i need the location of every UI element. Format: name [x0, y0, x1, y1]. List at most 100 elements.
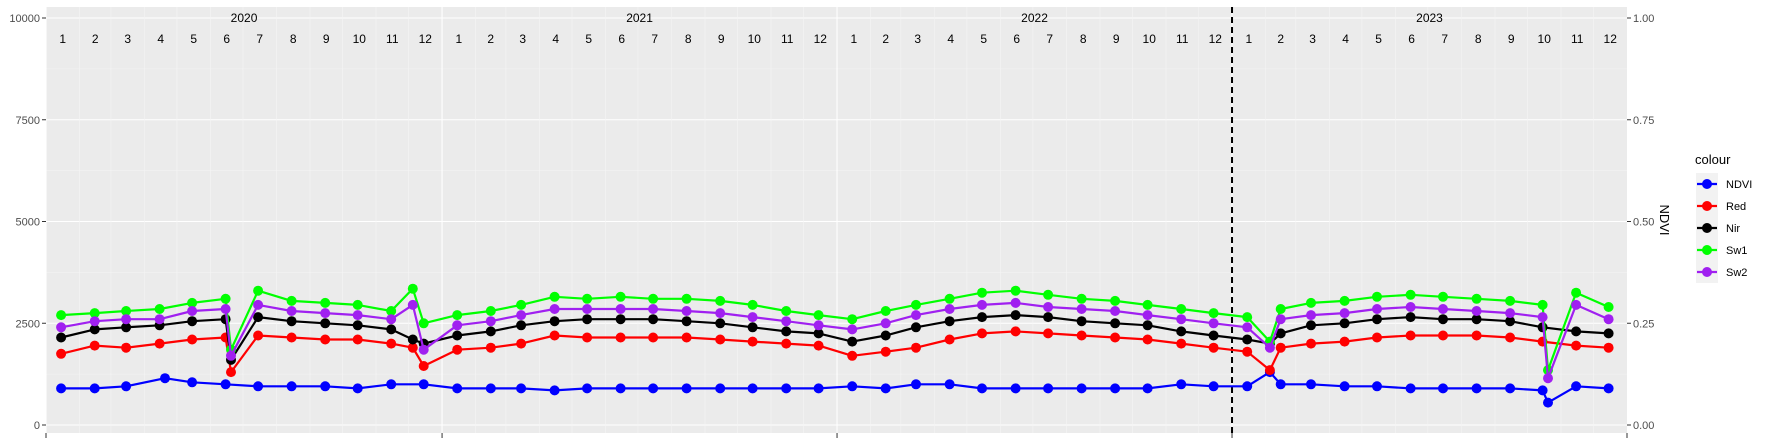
data-point-sw1 [1438, 291, 1448, 302]
data-point-ndvi [89, 383, 100, 394]
data-point-sw1 [407, 283, 418, 294]
data-point-ndvi [977, 383, 987, 394]
data-point-sw2 [320, 308, 331, 319]
left-axis-tick-label: 0 [34, 420, 40, 432]
data-point-ndvi [1306, 379, 1316, 390]
data-point-red [813, 340, 824, 351]
data-point-red [286, 332, 297, 343]
data-point-nir [286, 316, 297, 327]
data-point-ndvi [352, 383, 363, 394]
month-label: 3 [519, 32, 526, 46]
data-point-red [1505, 332, 1516, 343]
data-point-sw1 [187, 297, 198, 308]
data-point-ndvi [418, 379, 429, 390]
data-point-nir [1603, 328, 1614, 339]
data-point-ndvi [1076, 383, 1087, 394]
data-point-nir [452, 330, 463, 341]
month-label: 9 [1113, 32, 1120, 46]
data-point-sw2 [715, 308, 726, 319]
data-point-red [1372, 332, 1382, 343]
right-axis-tick-label: 0.50 [1633, 217, 1654, 229]
data-point-sw1 [452, 310, 463, 321]
data-point-sw1 [1339, 295, 1350, 306]
data-point-ndvi [1010, 383, 1021, 394]
data-point-sw1 [781, 306, 792, 316]
data-point-sw1 [1471, 293, 1482, 304]
data-point-red [56, 348, 67, 359]
data-point-ndvi [485, 383, 496, 394]
data-point-red [847, 350, 858, 361]
data-point-nir [187, 316, 198, 327]
data-point-sw2 [1505, 308, 1516, 319]
month-label: 10 [1538, 32, 1552, 46]
month-label: 5 [980, 32, 987, 46]
month-label: 3 [1309, 32, 1316, 46]
data-point-sw2 [781, 316, 792, 327]
data-point-sw2 [615, 304, 626, 314]
data-point-nir [1043, 312, 1054, 323]
data-point-red [352, 334, 363, 345]
data-point-red [1208, 342, 1219, 353]
data-point-sw2 [681, 306, 692, 316]
data-point-nir [407, 334, 418, 345]
month-label: 12 [814, 32, 828, 46]
month-label: 4 [1342, 32, 1349, 46]
legend-key-point [1702, 245, 1712, 255]
data-point-ndvi [452, 383, 463, 394]
data-point-red [880, 346, 891, 357]
data-point-ndvi [781, 383, 792, 394]
data-point-sw2 [485, 316, 496, 327]
data-point-sw1 [56, 310, 67, 321]
data-point-sw1 [582, 293, 593, 304]
data-point-ndvi [1603, 383, 1614, 394]
right-axis-tick-label: 0.00 [1633, 420, 1654, 432]
axes: 0 2500 5000 7500 10000 0.00 0.25 0.50 0.75 1.00 ND… [9, 13, 1672, 438]
data-point-ndvi [220, 379, 231, 390]
legend-label: Nir [1726, 223, 1740, 235]
data-point-red [549, 330, 560, 341]
data-point-ndvi [516, 383, 527, 394]
data-point-nir [1339, 318, 1350, 329]
data-point-nir [89, 324, 100, 335]
month-label: 7 [1046, 32, 1053, 46]
legend-title: colour [1695, 152, 1731, 167]
legend-key-point [1702, 179, 1712, 189]
month-label: 11 [781, 32, 794, 46]
data-point-sw1 [1208, 308, 1219, 319]
data-point-nir [1505, 316, 1516, 327]
data-point-sw2 [1142, 310, 1153, 321]
data-point-sw1 [1110, 295, 1121, 306]
data-point-sw2 [648, 304, 659, 314]
data-point-sw2 [1571, 299, 1582, 310]
data-point-sw2 [813, 320, 824, 331]
data-point-sw2 [1306, 310, 1316, 321]
data-point-red [1176, 338, 1187, 349]
data-point-sw1 [1242, 312, 1253, 323]
data-point-sw2 [1076, 304, 1087, 314]
month-label: 5 [1375, 32, 1382, 46]
data-point-sw1 [813, 310, 824, 321]
data-point-nir [121, 322, 132, 333]
data-point-nir [1208, 330, 1219, 341]
data-point-sw2 [418, 344, 429, 355]
month-label: 10 [1143, 32, 1157, 46]
data-point-red [582, 332, 593, 343]
series-line-sw1 [61, 287, 1610, 372]
data-point-sw2 [452, 320, 463, 331]
data-point-sw1 [220, 293, 231, 304]
month-label: 12 [1604, 32, 1618, 46]
data-point-sw2 [1339, 308, 1350, 319]
data-point-ndvi [615, 383, 626, 394]
data-point-nir [1438, 314, 1448, 325]
month-label: 9 [323, 32, 330, 46]
data-point-sw2 [1043, 302, 1054, 312]
data-point-nir [320, 318, 331, 329]
data-point-nir [1405, 312, 1416, 323]
data-point-red [187, 334, 198, 345]
data-point-sw1 [352, 299, 363, 310]
data-point-ndvi [715, 383, 726, 394]
data-point-red [747, 336, 758, 347]
series-line-ndvi [61, 371, 1609, 404]
month-label: 11 [1176, 32, 1189, 46]
data-point-ndvi [56, 383, 67, 394]
